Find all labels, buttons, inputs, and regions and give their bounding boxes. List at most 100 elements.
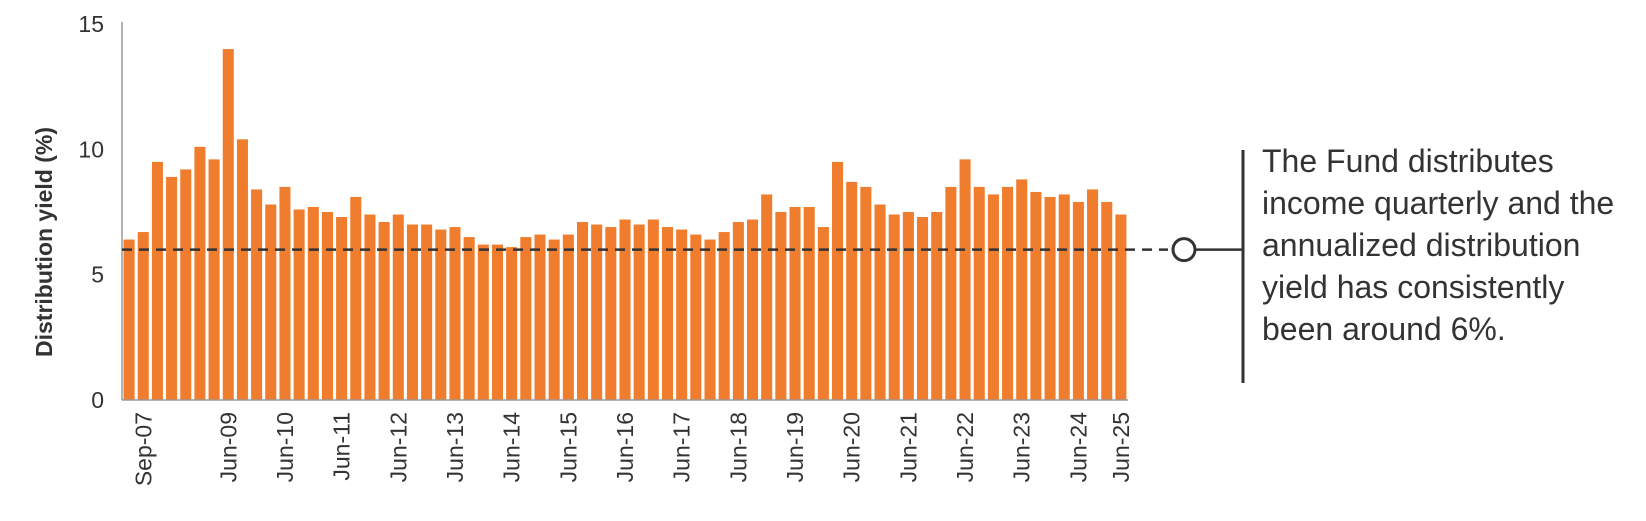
y-axis-label: Distribution yield (%) xyxy=(31,127,57,357)
bar xyxy=(690,234,702,400)
bar xyxy=(364,214,376,400)
bars-group xyxy=(123,49,1127,400)
bar xyxy=(406,224,418,400)
bar xyxy=(321,212,333,400)
bar xyxy=(846,181,858,400)
bar xyxy=(1030,191,1042,400)
y-tick-label: 10 xyxy=(78,136,104,162)
bar xyxy=(661,227,674,400)
bar xyxy=(350,196,362,400)
bar xyxy=(378,222,390,400)
x-tick-label: Jun-14 xyxy=(499,412,525,483)
y-tick-label: 0 xyxy=(91,387,104,413)
bar xyxy=(562,234,574,400)
x-tick-label: Jun-11 xyxy=(329,412,355,481)
bar xyxy=(902,212,914,400)
bar xyxy=(803,206,815,400)
bar xyxy=(1058,194,1070,400)
bar xyxy=(591,224,603,400)
bar xyxy=(421,224,433,400)
bar xyxy=(336,217,348,400)
bar xyxy=(236,139,248,400)
bar xyxy=(874,204,886,400)
bar xyxy=(732,222,744,400)
x-tick-label: Jun-22 xyxy=(952,412,978,482)
bar xyxy=(463,237,475,400)
bar xyxy=(747,219,759,400)
bar xyxy=(534,234,546,400)
bar xyxy=(180,169,192,400)
bar xyxy=(817,227,829,400)
bar xyxy=(491,244,503,400)
bar xyxy=(917,217,929,400)
x-tick-label: Jun-19 xyxy=(782,412,808,482)
bar xyxy=(151,161,163,400)
bar xyxy=(208,159,220,400)
bar xyxy=(1072,201,1084,400)
bar xyxy=(307,206,319,400)
x-tick-label: Jun-12 xyxy=(385,412,411,482)
bar xyxy=(1044,196,1056,400)
bar xyxy=(435,229,447,400)
bar xyxy=(1002,186,1014,400)
bar xyxy=(222,49,234,400)
x-tick-label: Jun-24 xyxy=(1065,412,1091,483)
bar xyxy=(166,176,178,400)
bar xyxy=(1101,201,1113,400)
x-tick-label: Jun-17 xyxy=(669,412,695,482)
x-tick-label: Jun-16 xyxy=(612,412,638,482)
bar xyxy=(137,232,149,400)
bar xyxy=(860,186,872,400)
x-tick-label: Jun-21 xyxy=(895,412,921,482)
bar xyxy=(647,219,659,400)
bar xyxy=(1087,189,1099,400)
x-tick-label: Jun-15 xyxy=(555,412,581,482)
bar xyxy=(676,229,688,400)
x-tick-label: Jun-23 xyxy=(1009,412,1035,482)
bar xyxy=(449,227,461,400)
bar xyxy=(194,146,206,400)
bar xyxy=(987,194,999,400)
x-tick-label: Jun-20 xyxy=(839,412,865,482)
reference-marker-circle xyxy=(1171,237,1197,263)
bar xyxy=(506,247,518,400)
bar xyxy=(251,189,263,400)
bar xyxy=(619,219,631,400)
x-tick-label: Sep-07 xyxy=(130,412,156,486)
bar xyxy=(1115,214,1127,400)
bar xyxy=(279,186,291,400)
bar xyxy=(789,206,801,400)
x-tick-label: Jun-18 xyxy=(725,412,751,482)
bar xyxy=(605,227,617,400)
bar xyxy=(520,237,532,400)
bar xyxy=(123,239,135,400)
bar xyxy=(633,224,645,400)
bar xyxy=(293,209,305,400)
bar xyxy=(959,159,971,400)
bar xyxy=(888,214,900,400)
bar xyxy=(548,239,560,400)
y-tick-label: 15 xyxy=(78,11,104,37)
bar xyxy=(775,212,787,400)
bar xyxy=(1016,179,1028,400)
x-tick-label: Jun-10 xyxy=(272,412,298,482)
annotation-text: The Fund distributes income quarterly an… xyxy=(1262,143,1615,347)
bar xyxy=(718,232,730,400)
bar xyxy=(392,214,404,400)
x-tick-label: Jun-13 xyxy=(442,412,468,482)
y-tick-label: 5 xyxy=(91,262,104,288)
axes-group: 0 5 10 15 Distribution yield (%) Sep-07 Jun-09… xyxy=(31,11,1134,486)
bar xyxy=(265,204,277,400)
bar xyxy=(761,194,773,400)
bar xyxy=(576,222,589,400)
bar xyxy=(945,186,957,400)
bar xyxy=(477,244,489,400)
bar xyxy=(704,239,716,400)
reference-line-group xyxy=(122,150,1245,383)
x-tick-label: Jun-09 xyxy=(215,412,241,482)
x-tick-label: Jun-25 xyxy=(1108,412,1134,482)
bar xyxy=(973,186,985,400)
bar xyxy=(931,212,943,400)
bar xyxy=(832,161,844,400)
